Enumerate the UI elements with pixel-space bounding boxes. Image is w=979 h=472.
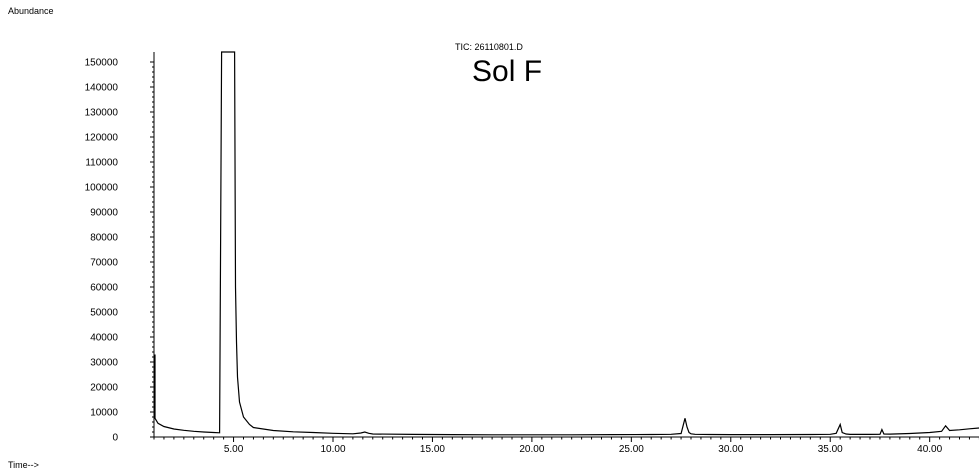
y-tick-label: 120000 bbox=[85, 133, 119, 144]
x-tick-label: 15.00 bbox=[420, 444, 445, 455]
chart-title: TIC: 26110801.D bbox=[455, 42, 523, 52]
x-tick-label: 10.00 bbox=[320, 444, 345, 455]
axes-group: 0 10000 20000 30000 40000 50000 60000 70000 8000… bbox=[85, 52, 979, 455]
y-tick-label: 0 bbox=[112, 433, 118, 444]
y-tick-label: 110000 bbox=[85, 158, 118, 169]
y-tick-label: 100000 bbox=[85, 183, 119, 194]
y-tick-label: 90000 bbox=[90, 208, 118, 219]
x-tick-label: 20.00 bbox=[519, 444, 544, 455]
y-tick-label: 80000 bbox=[90, 233, 118, 244]
y-tick-label: 150000 bbox=[85, 58, 119, 69]
y-tick-label: 140000 bbox=[85, 83, 119, 94]
tic-trace-line bbox=[154, 51, 979, 436]
sample-annotation: Sol F bbox=[472, 55, 543, 88]
y-tick-label: 40000 bbox=[90, 333, 118, 344]
y-tick-label: 30000 bbox=[90, 358, 118, 369]
x-axis-label: Time--> bbox=[8, 460, 39, 470]
x-tick-label: 35.00 bbox=[818, 444, 843, 455]
y-tick-label: 130000 bbox=[85, 108, 119, 119]
x-tick-label: 25.00 bbox=[619, 444, 644, 455]
y-axis-label: Abundance bbox=[8, 6, 54, 16]
y-tick-label: 60000 bbox=[90, 283, 118, 294]
trace-group bbox=[154, 51, 979, 436]
x-tick-label: 40.00 bbox=[917, 444, 942, 455]
y-tick-label: 70000 bbox=[90, 258, 118, 269]
x-tick-label: 5.00 bbox=[224, 444, 244, 455]
y-tick-label: 50000 bbox=[90, 308, 118, 319]
y-tick-label: 20000 bbox=[90, 383, 118, 394]
y-tick-label: 10000 bbox=[90, 408, 118, 419]
x-tick-label: 30.00 bbox=[718, 444, 743, 455]
